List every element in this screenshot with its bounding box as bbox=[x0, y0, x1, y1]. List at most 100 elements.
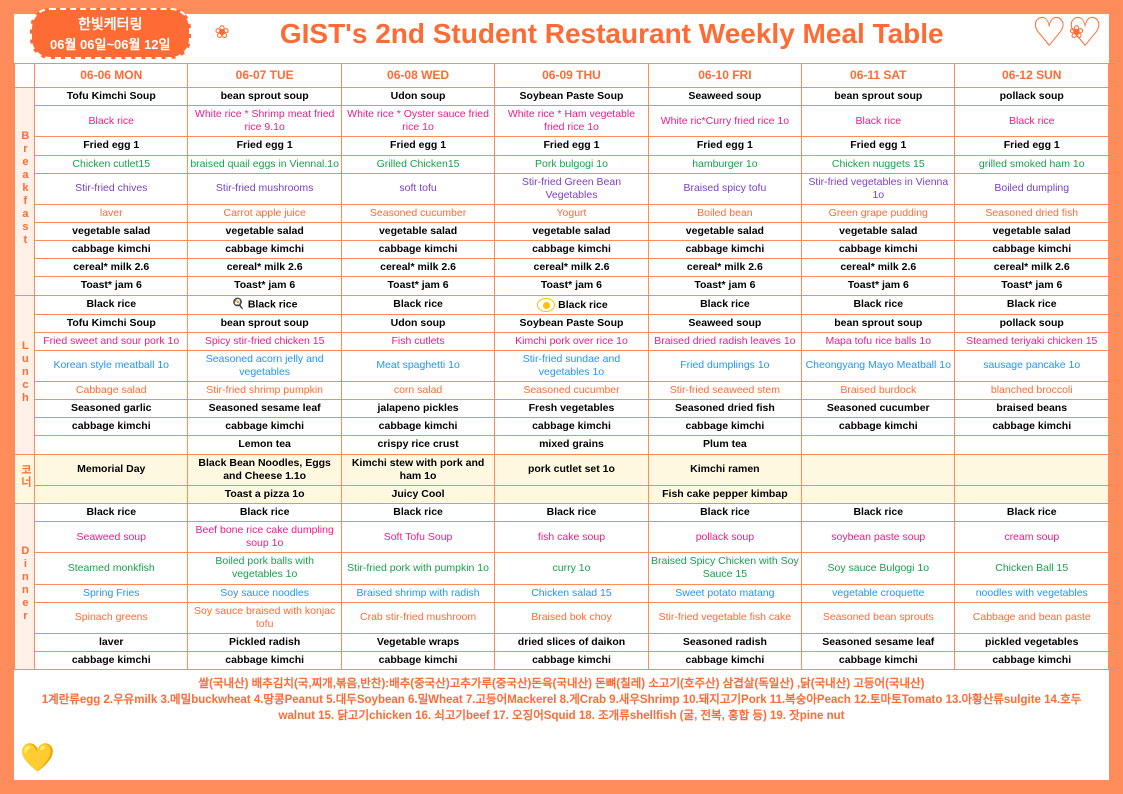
meal-cell: mixed grains bbox=[495, 436, 648, 454]
meal-cell: cereal* milk 2.6 bbox=[341, 259, 494, 277]
flower-icon bbox=[1069, 24, 1089, 44]
meal-cell: Pickled radish bbox=[188, 633, 341, 651]
meal-row: DinnerBlack riceBlack riceBlack riceBlac… bbox=[15, 503, 1109, 521]
meal-cell: vegetable salad bbox=[955, 223, 1109, 241]
meal-cell: Stir-fried vegetable fish cake bbox=[648, 602, 801, 633]
meal-row: Stir-fried chivesStir-fried mushroomssof… bbox=[15, 173, 1109, 204]
date-range: 06월 06일~06월 12일 bbox=[50, 34, 171, 53]
meal-cell: Black rice bbox=[35, 503, 188, 521]
meal-cell bbox=[955, 485, 1109, 503]
day-header: 06-09 THU bbox=[495, 64, 648, 88]
meal-cell: cereal* milk 2.6 bbox=[495, 259, 648, 277]
meal-cell: cabbage kimchi bbox=[35, 652, 188, 670]
meal-cell: Black rice bbox=[802, 295, 955, 314]
meal-cell: Yogurt bbox=[495, 204, 648, 222]
meal-cell: Soy sauce noodles bbox=[188, 584, 341, 602]
meal-row: Fried sweet and sour pork 1oSpicy stir-f… bbox=[15, 332, 1109, 350]
footer-allergen-info: 쌀(국내산) 배추김치(국,찌개,볶음,반찬):배추(중국산)고추가루(중국산)… bbox=[0, 670, 1123, 728]
vendor-badge: 한빛케터링 06월 06일~06월 12일 bbox=[30, 8, 191, 59]
meal-cell: Seasoned cucumber bbox=[341, 204, 494, 222]
meal-row: BreakfastTofu Kimchi Soupbean sprout sou… bbox=[15, 88, 1109, 106]
meal-cell: Stir-fried seaweed stem bbox=[648, 382, 801, 400]
header: 한빛케터링 06월 06일~06월 12일 GIST's 2nd Student… bbox=[0, 0, 1123, 63]
meal-cell: Soybean Paste Soup bbox=[495, 314, 648, 332]
meal-cell: Steamed teriyaki chicken 15 bbox=[955, 332, 1109, 350]
meal-row: Toast* jam 6Toast* jam 6Toast* jam 6Toas… bbox=[15, 277, 1109, 295]
meal-cell: Meat spaghetti 1o bbox=[341, 350, 494, 381]
blank-corner bbox=[15, 64, 35, 88]
day-header: 06-06 MON bbox=[35, 64, 188, 88]
meal-cell: Toast* jam 6 bbox=[955, 277, 1109, 295]
meal-cell: Fried egg 1 bbox=[35, 137, 188, 155]
meal-cell: crispy rice crust bbox=[341, 436, 494, 454]
meal-cell: Black rice bbox=[35, 106, 188, 137]
heart-decoration-left: 💛 bbox=[20, 741, 55, 774]
meal-cell: Braised burdock bbox=[802, 382, 955, 400]
meal-cell: cabbage kimchi bbox=[955, 241, 1109, 259]
page-title: GIST's 2nd Student Restaurant Weekly Mea… bbox=[239, 18, 1066, 50]
meal-cell: cabbage kimchi bbox=[955, 652, 1109, 670]
section-label-dinner: Dinner bbox=[15, 503, 35, 669]
meal-cell: cabbage kimchi bbox=[188, 652, 341, 670]
meal-cell: Stir-fried vegetables in Vienna 1o bbox=[802, 173, 955, 204]
meal-cell: Fried sweet and sour pork 1o bbox=[35, 332, 188, 350]
meal-cell bbox=[955, 454, 1109, 485]
meal-cell: cabbage kimchi bbox=[955, 418, 1109, 436]
meal-table: 06-06 MON 06-07 TUE 06-08 WED 06-09 THU … bbox=[14, 63, 1109, 670]
meal-cell: White ric*Curry fried rice 1o bbox=[648, 106, 801, 137]
meal-cell: Toast* jam 6 bbox=[341, 277, 494, 295]
meal-cell: cabbage kimchi bbox=[35, 241, 188, 259]
meal-cell: Stir-fried pork with pumpkin 1o bbox=[341, 553, 494, 584]
meal-cell: Vegetable wraps bbox=[341, 633, 494, 651]
meal-cell: Boiled pork balls with vegetables 1o bbox=[188, 553, 341, 584]
meal-cell: Seasoned bean sprouts bbox=[802, 602, 955, 633]
meal-cell: Boiled bean bbox=[648, 204, 801, 222]
meal-cell: grilled smoked ham 1o bbox=[955, 155, 1109, 173]
meal-row: Spring FriesSoy sauce noodlesBraised shr… bbox=[15, 584, 1109, 602]
meal-cell: Fried egg 1 bbox=[648, 137, 801, 155]
meal-row: 코너Memorial DayBlack Bean Noodles, Eggs a… bbox=[15, 454, 1109, 485]
meal-row: Seasoned garlicSeasoned sesame leafjalap… bbox=[15, 400, 1109, 418]
meal-cell: cabbage kimchi bbox=[495, 652, 648, 670]
day-header: 06-08 WED bbox=[341, 64, 494, 88]
meal-cell: cabbage kimchi bbox=[648, 418, 801, 436]
flower-icon bbox=[215, 24, 235, 44]
meal-cell: Crab stir-fried mushroom bbox=[341, 602, 494, 633]
meal-cell: cabbage kimchi bbox=[648, 241, 801, 259]
meal-cell: braised beans bbox=[955, 400, 1109, 418]
meal-cell: Black rice bbox=[495, 295, 648, 314]
meal-cell: Spicy stir-fried chicken 15 bbox=[188, 332, 341, 350]
meal-cell: Juicy Cool bbox=[341, 485, 494, 503]
meal-cell: Stir-fried sundae and vegetables 1o bbox=[495, 350, 648, 381]
meal-cell bbox=[35, 436, 188, 454]
section-label-breakfast: Breakfast bbox=[15, 88, 35, 296]
meal-cell: Seasoned dried fish bbox=[648, 400, 801, 418]
meal-cell: Toast a pizza 1o bbox=[188, 485, 341, 503]
meal-cell: Fish cutlets bbox=[341, 332, 494, 350]
day-header: 06-07 TUE bbox=[188, 64, 341, 88]
meal-cell: Cabbage and bean paste bbox=[955, 602, 1109, 633]
meal-cell: Chicken Ball 15 bbox=[955, 553, 1109, 584]
pan-icon: 🍳 bbox=[232, 298, 245, 311]
meal-cell: Seasoned cucumber bbox=[802, 400, 955, 418]
meal-row: cabbage kimchi cabbage kimchi cabbage kimc… bbox=[15, 241, 1109, 259]
meal-cell: White rice * Shrimp meat fried rice 9.1o bbox=[188, 106, 341, 137]
meal-cell: cabbage kimchi bbox=[495, 418, 648, 436]
meal-cell: Soy sauce braised with konjac tofu bbox=[188, 602, 341, 633]
meal-cell: Udon soup bbox=[341, 88, 494, 106]
meal-cell: Seasoned garlic bbox=[35, 400, 188, 418]
meal-cell: Plum tea bbox=[648, 436, 801, 454]
meal-cell: Seasoned cucumber bbox=[495, 382, 648, 400]
meal-cell: Kimchi stew with pork and ham 1o bbox=[341, 454, 494, 485]
meal-cell: vegetable croquette bbox=[802, 584, 955, 602]
meal-cell: Tofu Kimchi Soup bbox=[35, 88, 188, 106]
meal-cell: vegetable salad bbox=[188, 223, 341, 241]
meal-row: cabbage kimchicabbage kimchicabbage kimc… bbox=[15, 418, 1109, 436]
meal-cell: Cheongyang Mayo Meatball 1o bbox=[802, 350, 955, 381]
meal-cell: cereal* milk 2.6 bbox=[188, 259, 341, 277]
meal-cell: cabbage kimchi bbox=[188, 418, 341, 436]
meal-cell: noodles with vegetables bbox=[955, 584, 1109, 602]
meal-cell: Fried egg 1 bbox=[495, 137, 648, 155]
meal-cell: Toast* jam 6 bbox=[188, 277, 341, 295]
vendor-name: 한빛케터링 bbox=[50, 14, 171, 34]
